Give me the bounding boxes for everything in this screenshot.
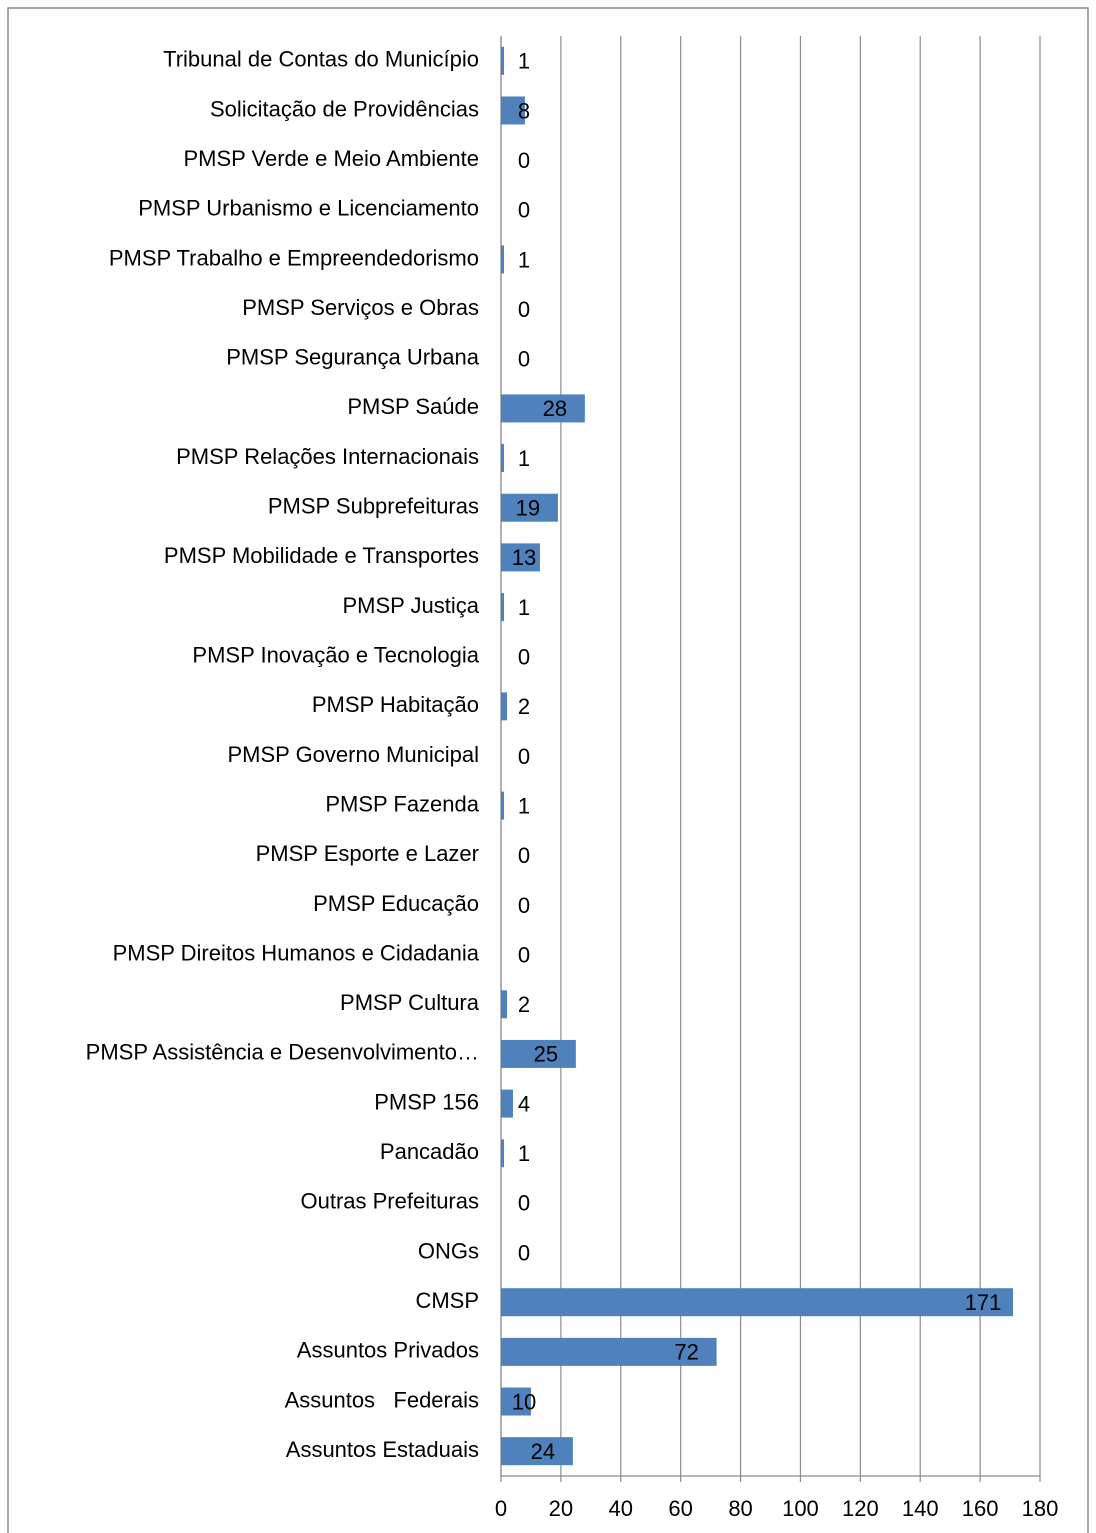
y-tick-label: CMSP [415,1288,479,1313]
bar [501,96,525,125]
y-tick-label: PMSP Relações Internacionais [176,444,479,469]
y-tick-label: PMSP Cultura [340,990,480,1015]
x-tick-label: 40 [609,1496,633,1521]
value-label: 2 [518,992,530,1017]
y-tick-label: Outras Prefeituras [300,1189,479,1214]
bar [501,394,585,423]
bar [501,46,504,75]
y-tick-label: Tribunal de Contas do Município [163,47,479,72]
value-label: 1 [518,247,530,272]
value-label: 171 [965,1290,1002,1315]
bar [501,692,507,721]
x-tick-label: 160 [962,1496,999,1521]
x-tick-label: 20 [549,1496,573,1521]
value-label: 0 [518,148,530,173]
value-label: 2 [518,694,530,719]
value-label: 24 [531,1439,555,1464]
value-label: 0 [518,942,530,967]
value-label: 0 [518,198,530,223]
value-label: 1 [518,595,530,620]
x-tick-label: 180 [1022,1496,1059,1521]
y-tick-label: PMSP Trabalho e Empreendedorismo [109,245,479,270]
bar [501,1089,513,1118]
value-label: 0 [518,1191,530,1216]
x-tick-label: 140 [902,1496,939,1521]
y-tick-label: PMSP Justiça [342,593,479,618]
bar [501,1387,531,1416]
y-tick-label: PMSP 156 [374,1089,479,1114]
x-tick-label: 120 [842,1496,879,1521]
bar [501,493,558,522]
value-label: 28 [543,396,567,421]
x-tick-label: 0 [495,1496,507,1521]
bar [501,543,540,572]
x-tick-label: 60 [668,1496,692,1521]
y-tick-label: PMSP Serviços e Obras [242,295,479,320]
bar [501,1139,504,1168]
value-label: 1 [518,793,530,818]
y-tick-label: PMSP Subprefeituras [268,494,479,519]
value-label: 10 [512,1389,536,1414]
chart-frame [7,7,1089,1533]
value-label: 13 [512,545,536,570]
bar [501,1337,717,1366]
y-tick-label: Assuntos Estaduais [286,1437,479,1462]
x-tick-label: 100 [782,1496,819,1521]
value-label: 25 [534,1042,558,1067]
y-tick-label: Solicitação de Providências [210,96,479,121]
bar [501,444,504,473]
y-tick-label: PMSP Segurança Urbana [226,345,480,370]
y-tick-label: PMSP Inovação e Tecnologia [192,643,479,668]
y-tick-label: PMSP Verde e Meio Ambiente [183,146,479,171]
value-label: 1 [518,446,530,471]
value-label: 19 [516,496,540,521]
y-tick-label: PMSP Habitação [312,692,479,717]
bar [501,245,504,274]
x-tick-label: 80 [728,1496,752,1521]
value-label: 0 [518,893,530,918]
value-label: 0 [518,843,530,868]
value-label: 0 [518,1240,530,1265]
y-tick-label: PMSP Fazenda [325,791,479,816]
y-tick-label: Pancadão [380,1139,479,1164]
value-label: 1 [518,49,530,74]
value-label: 1 [518,1141,530,1166]
value-label: 0 [518,744,530,769]
value-label: 0 [518,347,530,372]
value-label: 0 [518,297,530,322]
y-tick-label: PMSP Direitos Humanos e Cidadania [113,940,480,965]
value-label: 0 [518,645,530,670]
y-tick-label: PMSP Educação [313,891,479,916]
y-tick-label: PMSP Mobilidade e Transportes [164,543,479,568]
bar [501,1039,576,1068]
y-tick-label: Assuntos Privados [297,1338,479,1363]
bar [501,990,507,1019]
value-label: 4 [518,1091,530,1116]
bar [501,1437,573,1466]
y-tick-label: Assuntos Federais [285,1387,479,1412]
bar [501,593,504,622]
y-tick-label: PMSP Esporte e Lazer [256,841,479,866]
y-tick-label: PMSP Saúde [347,394,479,419]
y-tick-label: PMSP Governo Municipal [228,742,480,767]
value-label: 72 [674,1340,698,1365]
bar [501,1288,1014,1317]
y-tick-label: ONGs [418,1238,479,1263]
y-tick-label: PMSP Assistência e Desenvolvimento… [86,1040,479,1065]
bar [501,791,504,820]
y-tick-label: PMSP Urbanismo e Licenciamento [138,196,479,221]
value-label: 8 [518,98,530,123]
